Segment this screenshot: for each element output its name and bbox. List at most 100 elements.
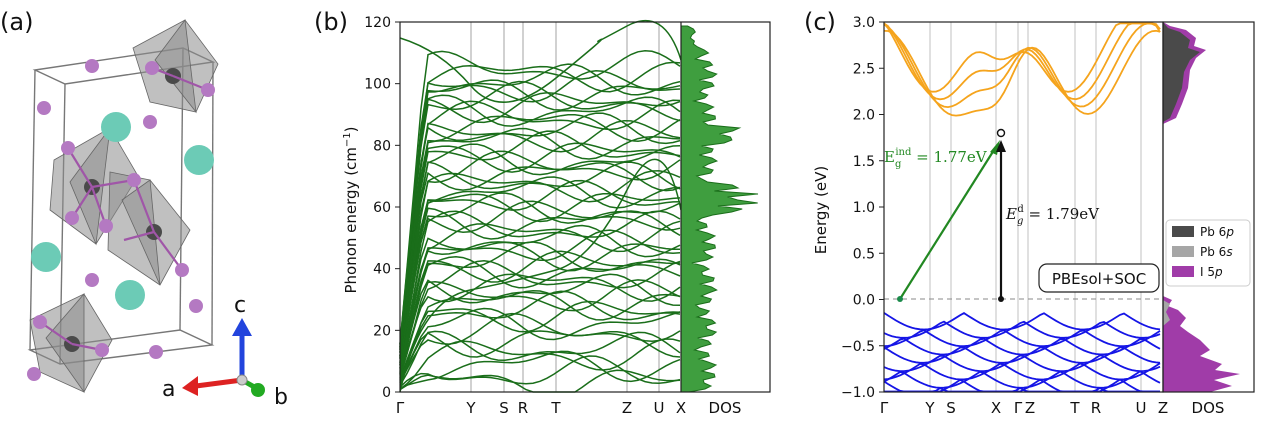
axis-b-label: b: [274, 385, 288, 410]
energy-k-label: Y: [924, 399, 935, 417]
phonon-branch: [399, 200, 681, 366]
panel-a: (a): [0, 8, 288, 410]
phonon-y-ticks: 0 20 40 60 80 100 120: [364, 15, 400, 401]
phonon-branch: [399, 273, 681, 375]
conduction-band: [883, 22, 1161, 101]
phonon-branch: [399, 49, 681, 345]
phonon-branch: [399, 192, 681, 363]
phonon-branch: [399, 350, 681, 390]
phonon-branch: [399, 207, 681, 366]
i-atoms: [27, 59, 215, 381]
panel-c: (c) Energy (eV) 3.0 2.5 2.0 1.5 1.0 0.5 0.0 −0.…: [804, 8, 1255, 417]
phonon-branch: [399, 330, 681, 386]
phonon-branch: [399, 330, 681, 383]
phonon-branch: [399, 300, 681, 380]
valence-band: [883, 320, 1161, 339]
phonon-branch: [399, 241, 681, 372]
direct-gap-label: Egd = 1.79eV: [1005, 204, 1100, 227]
electronic-dos: [1163, 22, 1240, 392]
phonon-branch: [399, 179, 681, 362]
crystal-axes: c a b: [162, 293, 288, 410]
energy-k-label: R: [1091, 399, 1101, 417]
valence-band: [883, 329, 1161, 348]
phonon-y-tick: 0: [382, 385, 391, 401]
phonon-branch: [399, 307, 681, 383]
energy-y-ticks: 3.0 2.5 2.0 1.5 1.0 0.5 0.0 −0.5 −1.0: [841, 15, 884, 401]
energy-k-label: U: [1136, 399, 1147, 417]
phonon-branch: [399, 158, 682, 393]
phonon-branch: [399, 224, 681, 369]
axis-c-label: c: [234, 293, 246, 318]
dos-frame: [1162, 21, 1255, 393]
phonon-branch: [399, 61, 681, 348]
conduction-band: [883, 22, 1161, 93]
phonon-branch: [399, 250, 681, 373]
phonon-branch: [399, 260, 681, 377]
energy-k-label: S: [946, 399, 956, 417]
gap-arrows: [897, 128, 1006, 302]
phonon-y-tick: 40: [373, 262, 391, 278]
phonon-branch: [399, 94, 681, 351]
phonon-branch: [399, 114, 681, 353]
phonon-y-tick: 20: [373, 323, 391, 339]
panel-b: (b) Phonon energy (cm−1) 0 20 40 60 80 100 120…: [314, 8, 771, 417]
energy-y-tick: 1.5: [853, 154, 875, 170]
phonon-k-label: X: [676, 399, 686, 417]
energy-y-tick: 1.0: [853, 200, 875, 216]
phonon-branch: [399, 176, 681, 364]
energy-y-tick: 0.0: [853, 293, 875, 309]
valence-band: [883, 354, 1161, 373]
method-label: PBEsol+SOC: [1052, 270, 1146, 288]
phonon-branch: [399, 142, 681, 356]
conduction-band: [883, 22, 1161, 109]
phonon-branch: [399, 241, 681, 374]
phonon-y-tick: 100: [364, 77, 391, 93]
phonon-k-label: U: [654, 399, 665, 417]
conduction-bands: [883, 22, 1161, 117]
legend-i5p: I 5p: [1200, 265, 1223, 279]
phonon-branch: [399, 290, 681, 381]
phonon-branch: [399, 279, 681, 379]
phonon-branch: [399, 79, 681, 348]
phonon-branch: [399, 99, 681, 354]
conduction-band: [883, 29, 1161, 117]
energy-k-label: Z: [1158, 399, 1168, 417]
phonon-branch: [399, 63, 681, 346]
panel-b-label: (b): [314, 8, 348, 36]
energy-y-tick: 2.0: [853, 108, 875, 124]
phonon-frame: [399, 21, 771, 393]
phonon-branch: [399, 161, 681, 359]
phonon-branch: [399, 355, 681, 388]
phonon-branch: [399, 69, 681, 345]
phonon-branch: [399, 312, 681, 384]
phonon-k-label: R: [518, 399, 528, 417]
dos-legend: Pb 6p Pb 6s I 5p: [1165, 219, 1251, 287]
phonon-branch: [399, 162, 681, 358]
phonon-branch: [399, 229, 681, 369]
energy-k-label: T: [1069, 399, 1080, 417]
energy-y-tick: −0.5: [841, 339, 875, 355]
phonon-k-label: T: [550, 399, 561, 417]
legend-pb6s: Pb 6s: [1200, 245, 1233, 259]
valence-band: [883, 312, 1161, 331]
phonon-bands: [399, 19, 682, 393]
energy-kpoint-lines: [929, 22, 1142, 392]
energy-y-tick: −1.0: [841, 385, 875, 401]
energy-k-label: Γ: [1014, 399, 1023, 417]
phonon-branch: [399, 143, 681, 359]
phonon-branch: [399, 192, 681, 366]
energy-y-tick: 0.5: [853, 246, 875, 262]
phonon-dos-label: DOS: [709, 399, 742, 417]
energy-dos-label: DOS: [1192, 399, 1225, 417]
indirect-gap-label: Egind = 1.77eV: [884, 147, 988, 170]
legend-pb6p: Pb 6p: [1200, 225, 1234, 239]
energy-y-axis-label: Energy (eV): [812, 166, 830, 254]
valence-band: [883, 370, 1161, 389]
panel-c-label: (c): [804, 8, 836, 36]
phonon-y-tick: 120: [364, 15, 391, 31]
energy-k-label: Z: [1025, 399, 1035, 417]
phonon-y-tick: 80: [373, 138, 391, 154]
energy-y-tick: 2.5: [853, 61, 875, 77]
